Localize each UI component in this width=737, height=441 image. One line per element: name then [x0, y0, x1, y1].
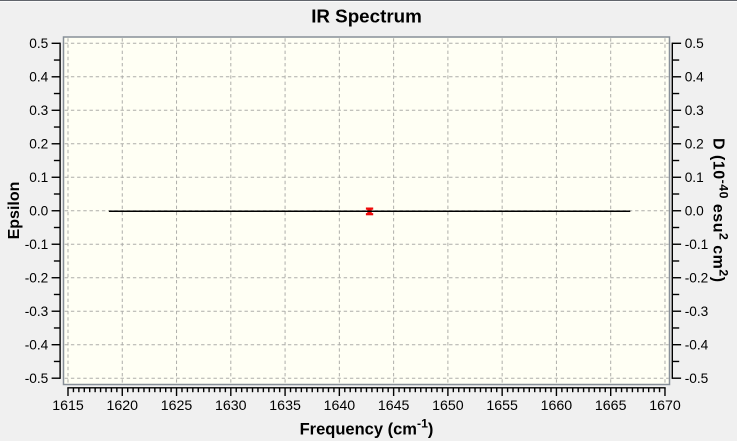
svg-text:-0.5: -0.5 — [25, 371, 49, 386]
svg-text:-0.1: -0.1 — [685, 237, 709, 252]
svg-text:-0.4: -0.4 — [685, 338, 709, 353]
svg-text:0.0: 0.0 — [29, 204, 48, 219]
svg-text:0.3: 0.3 — [29, 103, 48, 118]
svg-text:1650: 1650 — [432, 398, 464, 414]
svg-text:1615: 1615 — [52, 398, 84, 414]
svg-text:0.0: 0.0 — [685, 204, 704, 219]
svg-text:1670: 1670 — [649, 398, 681, 414]
svg-text:1635: 1635 — [269, 398, 301, 414]
svg-text:-0.2: -0.2 — [25, 271, 49, 286]
svg-text:Frequency (cm-1): Frequency (cm-1) — [300, 417, 434, 439]
svg-text:0.4: 0.4 — [29, 70, 48, 85]
svg-text:-0.4: -0.4 — [25, 338, 49, 353]
svg-text:1630: 1630 — [215, 398, 247, 414]
svg-text:0.3: 0.3 — [685, 103, 704, 118]
svg-text:1665: 1665 — [595, 398, 627, 414]
svg-text:1620: 1620 — [106, 398, 138, 414]
svg-text:0.4: 0.4 — [685, 70, 704, 85]
svg-text:Epsilon: Epsilon — [6, 182, 23, 240]
svg-text:0.5: 0.5 — [29, 36, 48, 51]
svg-text:1645: 1645 — [378, 398, 410, 414]
svg-text:0.1: 0.1 — [29, 170, 48, 185]
svg-text:1655: 1655 — [486, 398, 518, 414]
svg-text:-0.3: -0.3 — [685, 304, 709, 319]
svg-text:-0.1: -0.1 — [25, 237, 49, 252]
svg-text:-0.2: -0.2 — [685, 271, 709, 286]
svg-text:0.5: 0.5 — [685, 36, 704, 51]
svg-text:D (10-40 esu2 cm2): D (10-40 esu2 cm2) — [710, 138, 731, 283]
svg-text:-0.5: -0.5 — [685, 371, 709, 386]
svg-text:1660: 1660 — [541, 398, 573, 414]
svg-text:-0.3: -0.3 — [25, 304, 49, 319]
svg-text:0.2: 0.2 — [685, 137, 704, 152]
svg-text:1640: 1640 — [324, 398, 356, 414]
svg-text:1625: 1625 — [161, 398, 193, 414]
svg-text:0.1: 0.1 — [685, 170, 704, 185]
svg-text:IR Spectrum: IR Spectrum — [311, 5, 422, 26]
svg-text:0.2: 0.2 — [29, 137, 48, 152]
